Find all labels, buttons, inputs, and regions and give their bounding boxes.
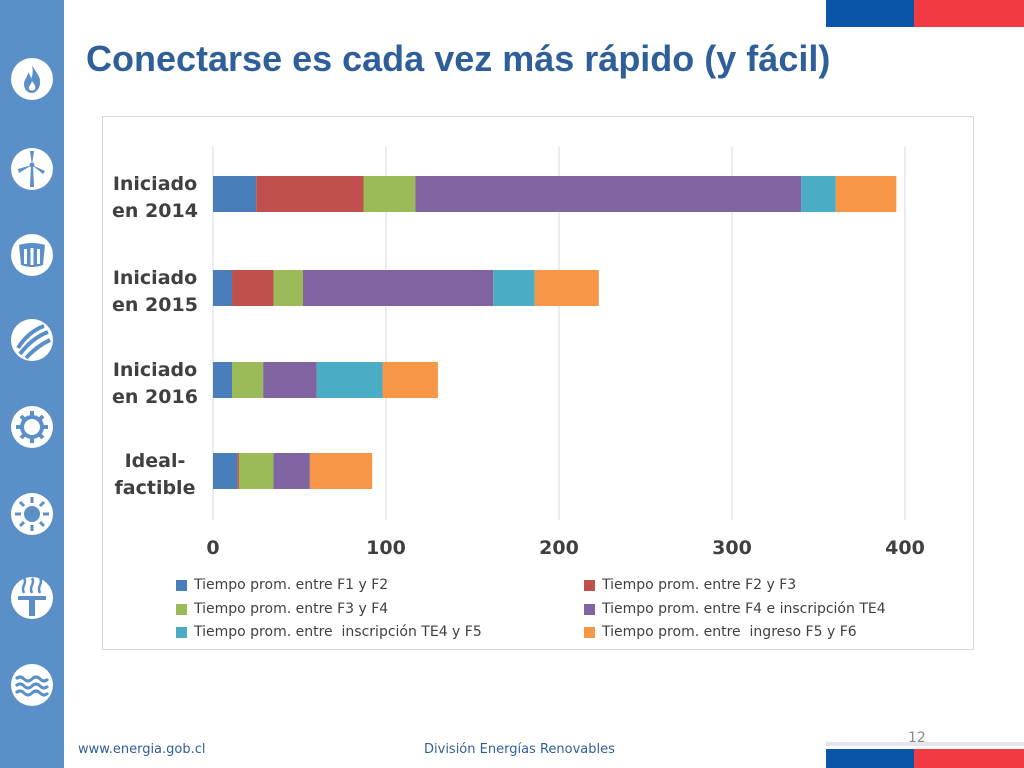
x-tick-label-400: 400 xyxy=(885,537,925,559)
bar-segment-2-4 xyxy=(316,362,383,398)
x-tick-label-100: 100 xyxy=(366,537,406,559)
y-category-label-3-1: factible xyxy=(115,477,196,499)
bar-segment-0-5 xyxy=(835,176,897,212)
sun-icon xyxy=(11,493,53,535)
bar-segment-1-2 xyxy=(273,270,303,306)
bar-segment-1-5 xyxy=(534,270,599,306)
bar-segment-3-0 xyxy=(213,453,238,489)
geothermal-icon xyxy=(11,577,53,619)
bar-segment-1-4 xyxy=(493,270,535,306)
bar-segment-3-2 xyxy=(238,453,274,489)
wind-turbine-icon xyxy=(11,148,53,190)
bar-segment-3-1 xyxy=(237,453,239,489)
footer-flag-blue xyxy=(826,749,914,768)
footer-url[interactable]: www.energia.gob.cl xyxy=(78,742,206,757)
bar-segment-2-2 xyxy=(232,362,264,398)
bar-segment-3-3 xyxy=(273,453,310,489)
flame-icon xyxy=(11,58,53,100)
left-sidebar xyxy=(0,0,64,768)
bar-segment-0-2 xyxy=(363,176,416,212)
bar-segment-1-3 xyxy=(302,270,494,306)
y-category-label-3-0: Ideal- xyxy=(125,450,186,472)
bar-segment-1-0 xyxy=(213,270,233,306)
y-category-label-2-1: en 2016 xyxy=(112,386,198,408)
footer-flag-red xyxy=(914,749,1024,768)
x-tick-label-300: 300 xyxy=(712,537,752,559)
slide-title: Conectarse es cada vez más rápido (y fác… xyxy=(86,38,831,79)
flag-stripe-blue xyxy=(826,0,914,27)
x-tick-label-200: 200 xyxy=(539,537,579,559)
bar-segment-0-4 xyxy=(801,176,836,212)
bar-segment-1-1 xyxy=(232,270,274,306)
y-category-label-1-0: Iniciado xyxy=(113,267,197,289)
transmission-lines-icon xyxy=(11,319,53,361)
bar-segment-2-0 xyxy=(213,362,233,398)
x-tick-label-0: 0 xyxy=(206,537,219,559)
y-category-label-1-1: en 2015 xyxy=(112,294,198,316)
bar-segment-2-3 xyxy=(263,362,317,398)
marine-waves-icon xyxy=(11,664,53,706)
flag-stripe-red xyxy=(914,0,1024,27)
y-category-label-2-0: Iniciado xyxy=(113,359,197,381)
efficiency-gear-icon xyxy=(11,406,53,448)
bar-segment-0-1 xyxy=(256,176,364,212)
footer-division: División Energías Renovables xyxy=(424,742,615,757)
bar-segment-2-5 xyxy=(382,362,438,398)
y-category-label-0-0: Iniciado xyxy=(113,173,197,195)
bar-segment-3-5 xyxy=(309,453,373,489)
hydro-dam-icon xyxy=(11,234,53,276)
bar-segment-0-0 xyxy=(213,176,257,212)
bar-segment-0-3 xyxy=(415,176,802,212)
footer-line xyxy=(826,742,1024,746)
y-category-label-0-1: en 2014 xyxy=(112,200,198,222)
